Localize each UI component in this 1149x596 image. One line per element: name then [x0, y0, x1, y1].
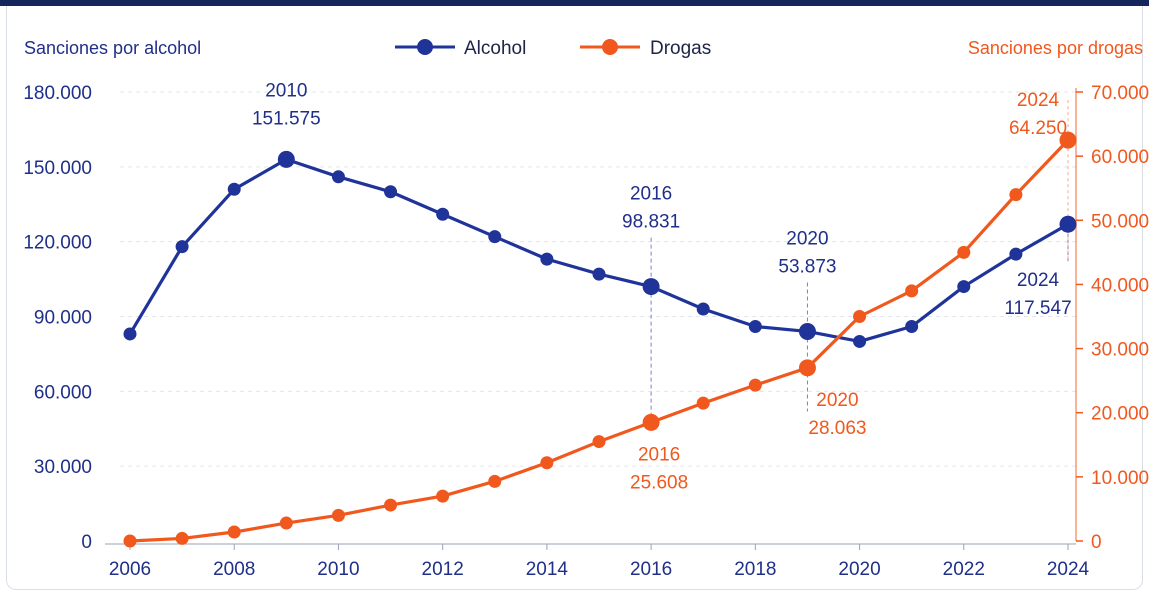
point-alcohol	[642, 278, 660, 296]
point-drogas	[488, 474, 502, 488]
series-lines	[128, 139, 1070, 543]
annotation-value: 98.831	[622, 212, 680, 233]
x-tick-label: 2012	[422, 559, 464, 580]
point-alcohol	[540, 252, 554, 266]
right-axis-title: Sanciones por drogas	[968, 38, 1143, 58]
point-alcohol	[957, 280, 971, 294]
point-alcohol	[853, 334, 867, 348]
x-tick-label: 2020	[838, 559, 880, 580]
annotation-year: 2016	[630, 184, 672, 205]
annotation-value: 28.063	[808, 418, 866, 439]
point-alcohol	[331, 170, 345, 184]
x-tick-label: 2024	[1047, 559, 1090, 580]
point-alcohol	[488, 230, 502, 244]
x-tick-label: 2022	[943, 559, 985, 580]
x-tick-label: 2008	[213, 559, 255, 580]
y-left-tick-label: 120.000	[23, 233, 92, 254]
point-alcohol	[748, 319, 762, 333]
annotation-year: 2016	[638, 444, 680, 465]
point-alcohol	[277, 150, 295, 168]
point-alcohol	[436, 207, 450, 221]
chart-card	[6, 6, 1143, 590]
annotation-value: 53.873	[778, 256, 836, 277]
point-drogas	[279, 516, 293, 530]
point-drogas	[1059, 131, 1077, 149]
point-drogas	[175, 531, 189, 545]
point-drogas	[696, 396, 710, 410]
point-drogas	[227, 525, 241, 539]
legend-marker-alcohol	[417, 39, 433, 55]
legend-label-alcohol: Alcohol	[464, 38, 526, 59]
point-drogas	[957, 245, 971, 259]
point-alcohol	[123, 327, 137, 341]
x-tick-label: 2006	[109, 559, 151, 580]
y-right-tick-label: 0	[1091, 532, 1102, 553]
point-drogas	[540, 456, 554, 470]
point-drogas	[905, 284, 919, 298]
y-right-tick-label: 10.000	[1091, 468, 1149, 489]
annotation-year: 2020	[786, 228, 828, 249]
series-points	[123, 131, 1077, 548]
point-drogas	[436, 489, 450, 503]
y-right-tick-label: 50.000	[1091, 211, 1149, 232]
point-drogas	[853, 310, 867, 323]
line-alcohol	[128, 157, 1069, 344]
point-drogas	[592, 435, 606, 449]
point-alcohol	[905, 319, 919, 333]
legend: Alcohol Drogas	[395, 38, 711, 59]
point-drogas	[748, 378, 762, 392]
point-drogas	[1009, 188, 1023, 202]
annotation-year: 2024	[1017, 270, 1060, 291]
point-drogas	[384, 498, 398, 512]
point-alcohol	[696, 302, 710, 316]
point-alcohol	[384, 185, 398, 199]
legend-item-drogas: Drogas	[580, 38, 711, 59]
y-left-tick-label: 150.000	[23, 158, 92, 179]
annotation-value: 117.547	[1004, 298, 1071, 319]
point-drogas	[798, 359, 816, 377]
point-alcohol	[592, 267, 606, 281]
legend-marker-drogas	[602, 39, 618, 55]
x-tick-label: 2016	[630, 559, 672, 580]
axes: 0 30.000 60.000 90.000 120.000 150.000 180.000…	[23, 83, 1149, 580]
legend-item-alcohol: Alcohol	[395, 38, 526, 59]
x-tick-label: 2010	[317, 559, 359, 580]
annotation-year: 2010	[265, 80, 307, 101]
y-left-tick-label: 60.000	[34, 382, 92, 403]
left-axis-title: Sanciones por alcohol	[24, 38, 201, 58]
legend-label-drogas: Drogas	[650, 38, 711, 59]
y-right-tick-label: 40.000	[1091, 275, 1149, 296]
y-left-tick-label: 180.000	[23, 83, 92, 104]
annotation-value: 64.250	[1009, 118, 1067, 139]
point-drogas	[331, 508, 345, 522]
annotation-year: 2020	[816, 390, 858, 411]
y-left-tick-label: 90.000	[34, 308, 92, 329]
point-alcohol	[798, 322, 816, 340]
y-left-tick-label: 0	[81, 532, 92, 553]
line-drogas	[129, 139, 1070, 543]
annotation-guides	[650, 100, 1069, 432]
y-right-tick-label: 70.000	[1091, 83, 1149, 104]
point-drogas	[123, 534, 137, 548]
point-alcohol	[227, 182, 241, 196]
y-right-tick-label: 20.000	[1091, 404, 1149, 425]
point-drogas	[642, 413, 660, 431]
annotation-labels: 2010 151.575 2016 98.831 2020 53.873 2024 117.5…	[252, 80, 1072, 493]
annotation-year: 2024	[1017, 90, 1060, 111]
annotation-value: 25.608	[630, 472, 688, 493]
point-alcohol	[1009, 247, 1023, 261]
point-alcohol	[175, 240, 189, 254]
top-bar	[0, 0, 1149, 6]
y-right-tick-label: 30.000	[1091, 340, 1149, 361]
annotation-value: 151.575	[252, 108, 321, 129]
y-right-tick-label: 60.000	[1091, 147, 1149, 168]
x-tick-label: 2014	[526, 559, 569, 580]
x-tick-label: 2018	[734, 559, 776, 580]
point-alcohol	[1059, 215, 1077, 233]
y-left-tick-label: 30.000	[34, 457, 92, 478]
